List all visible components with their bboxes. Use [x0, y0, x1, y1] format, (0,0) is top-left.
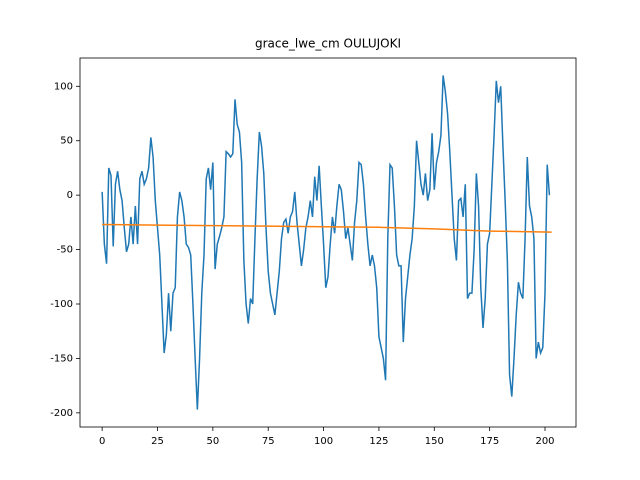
- y-tick-label: 0: [67, 190, 73, 201]
- plot-frame: [79, 57, 577, 428]
- series-line: [101, 75, 551, 410]
- y-tick-label: -200: [50, 408, 73, 419]
- y-tick-label: -50: [57, 245, 73, 256]
- series-line: [102, 223, 552, 233]
- x-tick-label: 0: [99, 436, 105, 447]
- y-tick-label: 100: [54, 81, 73, 92]
- x-tick-label: 50: [206, 436, 219, 447]
- x-tick-label: 100: [314, 436, 333, 447]
- y-tick-label: 50: [60, 136, 73, 147]
- x-tick-label: 175: [480, 436, 499, 447]
- chart-title: grace_lwe_cm OULUJOKI: [255, 37, 401, 51]
- x-tick-label: 200: [535, 436, 554, 447]
- x-tick-label: 125: [369, 436, 388, 447]
- x-tick-label: 75: [262, 436, 275, 447]
- y-tick-label: -150: [50, 353, 73, 364]
- x-tick-label: 150: [425, 436, 444, 447]
- x-tick-label: 25: [151, 436, 164, 447]
- y-tick-label: -100: [50, 299, 73, 310]
